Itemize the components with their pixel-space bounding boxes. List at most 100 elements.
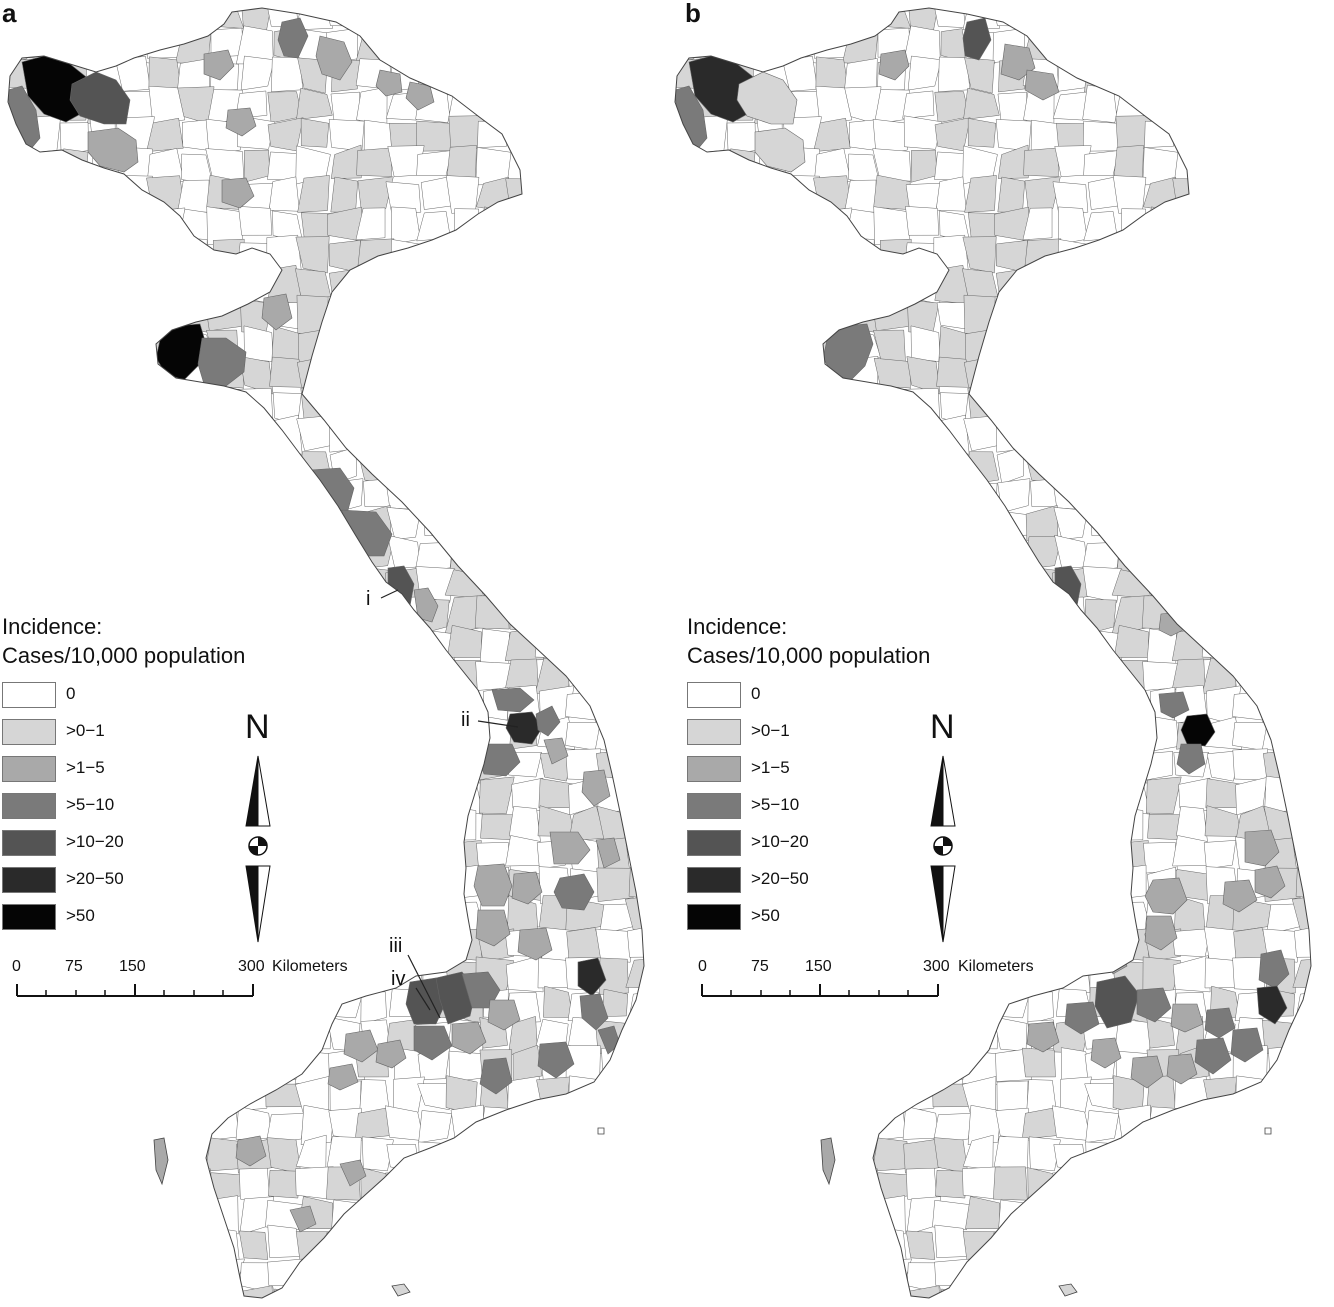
district-region: [581, 769, 611, 807]
district-region: [736, 71, 798, 125]
legend-swatch: [2, 830, 56, 856]
district-region: [451, 1021, 487, 1055]
district-region: [277, 17, 309, 59]
legend-label: >5−10: [66, 795, 115, 814]
callout-i: i: [366, 588, 371, 610]
legend-swatch: [687, 793, 741, 819]
scale-tick-150: 150: [805, 958, 832, 975]
legend-label: >1−5: [66, 758, 105, 777]
district-region: [375, 69, 403, 97]
map-panel-a: a i ii iii iv Incidence: Cases/10,000 po…: [2, 0, 645, 1299]
legend-swatch: [687, 682, 741, 708]
district-region: [579, 993, 609, 1031]
legend-swatch: [2, 719, 56, 745]
district-region: [1204, 1007, 1236, 1039]
legend-title-line2: Cases/10,000 population: [687, 643, 931, 668]
legend-a: Incidence: Cases/10,000 population 0 >0−1…: [2, 612, 246, 930]
north-letter: N: [245, 708, 270, 746]
island: [597, 1127, 605, 1135]
district-region: [487, 999, 521, 1031]
district-region: [1258, 949, 1290, 989]
legend-title-line2: Cases/10,000 population: [2, 643, 246, 668]
scale-tick-150: 150: [119, 958, 146, 975]
district-region: [315, 35, 353, 81]
north-arrow-icon: [245, 755, 271, 943]
legend-swatch: [2, 867, 56, 893]
scale-tick-0: 0: [12, 958, 21, 975]
legend-swatch: [687, 756, 741, 782]
district-region: [1194, 1037, 1232, 1075]
district-region: [197, 337, 247, 387]
district-region: [87, 127, 139, 173]
legend-label: >0−1: [751, 721, 790, 740]
legend-b: Incidence: Cases/10,000 population 0 >0−1…: [687, 612, 931, 930]
legend-swatch: [687, 830, 741, 856]
district-region: [491, 687, 535, 713]
callout-iv: iv: [391, 968, 406, 990]
district-region: [511, 871, 543, 905]
north-arrow-icon: [930, 755, 956, 943]
legend-swatch: [687, 719, 741, 745]
map-panel-b: b Incidence: Cases/10,000 population 0 >0…: [667, 0, 1334, 1307]
district-region: [343, 1029, 379, 1063]
district-region: [1244, 829, 1280, 867]
country-outline: [7, 7, 645, 1299]
district-region: [1170, 1003, 1204, 1033]
island: [820, 1137, 836, 1186]
scale-tick-300: 300: [923, 958, 950, 975]
district-region: [225, 107, 257, 137]
district-region: [553, 873, 595, 911]
district-region: [1090, 1037, 1122, 1069]
legend-label: >10−20: [66, 832, 124, 851]
district-region: [235, 1135, 267, 1167]
district-region: [1144, 877, 1188, 915]
scale-tick-75: 75: [65, 958, 83, 975]
callout-ii: ii: [461, 709, 470, 731]
district-region: [261, 293, 293, 331]
district-region: [1064, 1001, 1100, 1035]
district-region: [203, 49, 235, 81]
scale-unit: Kilometers: [272, 958, 348, 975]
scale-tick-300: 300: [238, 958, 265, 975]
district-region: [1130, 1055, 1164, 1089]
legend-label: >5−10: [751, 795, 800, 814]
island: [1058, 1283, 1078, 1297]
district-region: [473, 863, 513, 907]
district-region: [69, 71, 131, 125]
district-region: [289, 1205, 317, 1233]
legend-label: >50: [751, 906, 780, 925]
legend-label: >20−50: [751, 869, 809, 888]
district-region: [543, 737, 569, 765]
district-region: [1144, 915, 1178, 951]
legend-label: 0: [66, 684, 76, 703]
district-region: [505, 711, 543, 745]
legend-swatch: [2, 904, 56, 930]
north-letter: N: [930, 708, 955, 746]
scale-bar: [701, 984, 939, 997]
district-region: [1158, 691, 1190, 719]
legend-label: >20−50: [66, 869, 124, 888]
district-region: [1254, 865, 1286, 899]
district-region: [1166, 1053, 1198, 1085]
country-outline: [674, 7, 1312, 1299]
legend-label: 0: [751, 684, 761, 703]
legend-title-line1: Incidence:: [687, 614, 788, 639]
district-region: [475, 909, 511, 947]
legend-swatch: [2, 793, 56, 819]
scale-unit: Kilometers: [958, 958, 1034, 975]
scale-tick-0: 0: [698, 958, 707, 975]
district-region: [1136, 987, 1172, 1023]
district-region: [327, 1063, 359, 1091]
legend-swatch: [2, 756, 56, 782]
choropleth-map-a: [7, 7, 645, 1299]
district-region: [537, 1041, 575, 1079]
district-region: [754, 127, 806, 173]
district-region: [878, 49, 910, 81]
district-region: [147, 249, 183, 283]
district-region: [1256, 985, 1288, 1025]
district-region: [1222, 879, 1258, 913]
legend-label: >10−20: [751, 832, 809, 851]
district-region: [375, 1039, 407, 1069]
district-region: [1176, 743, 1206, 775]
choropleth-map-b: [674, 7, 1312, 1299]
